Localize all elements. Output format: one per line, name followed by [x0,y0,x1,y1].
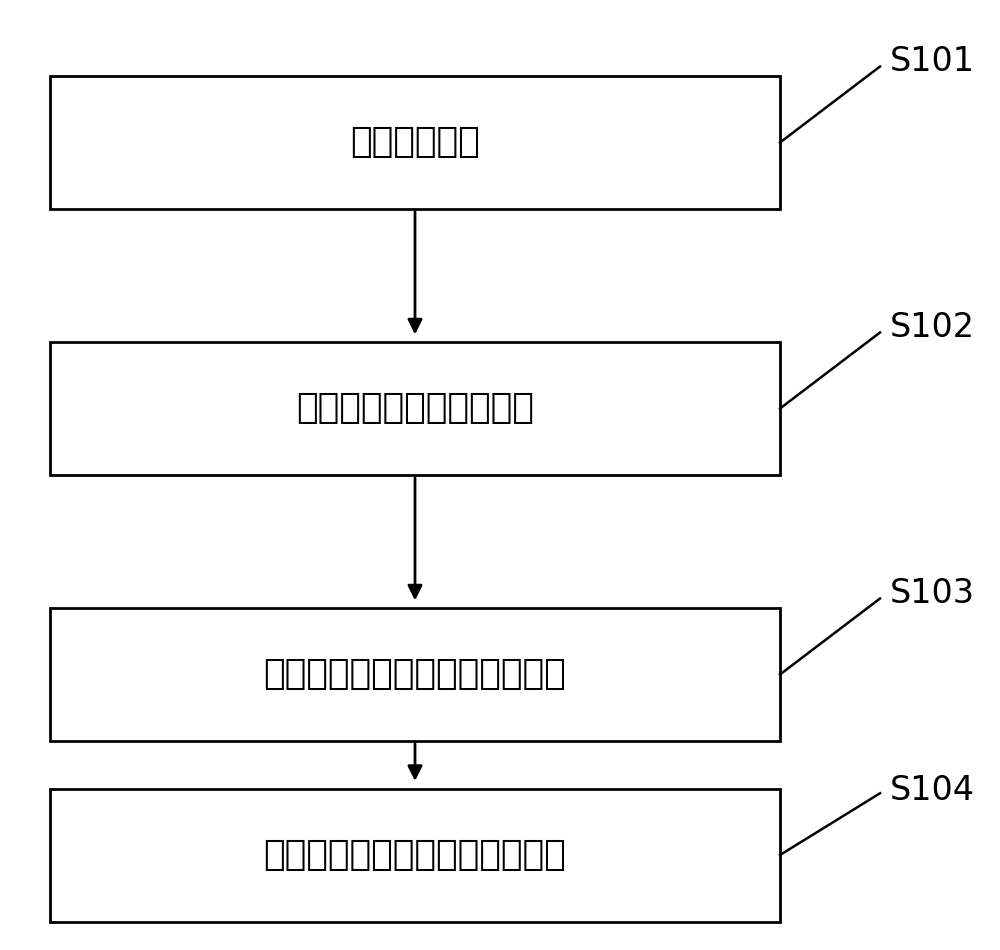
Text: S103: S103 [890,578,975,610]
Bar [50,608,780,741]
Bar [50,342,780,475]
Text: S104: S104 [890,774,975,807]
Bar [50,76,780,209]
Text: 在柔性衬底上制备底电极: 在柔性衬底上制备底电极 [296,391,534,426]
Text: 在有机铁电薄膜层上制备上电极: 在有机铁电薄膜层上制备上电极 [264,838,566,872]
Text: 在底电极上制备有机铁电薄膜层: 在底电极上制备有机铁电薄膜层 [264,657,566,692]
Text: S101: S101 [890,46,975,78]
Text: 提供柔性衬底: 提供柔性衬底 [350,125,480,160]
Bar [50,788,780,922]
Text: S102: S102 [890,312,975,344]
